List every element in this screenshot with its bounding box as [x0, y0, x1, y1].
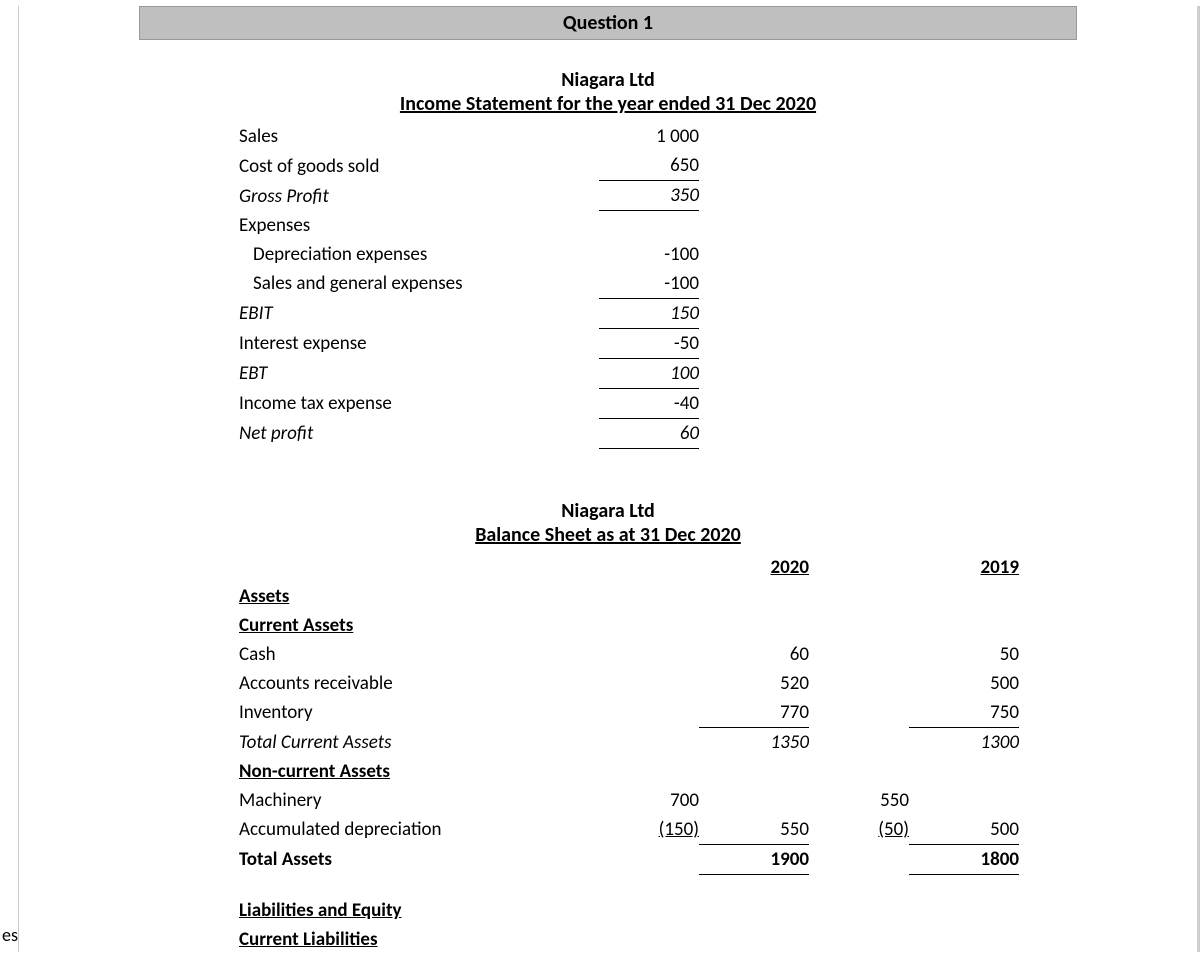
page-content: Question 1 Niagara Ltd Income Statement … — [18, 6, 1200, 952]
table-row: EBIT150 — [239, 298, 699, 328]
row-value: 60 — [699, 640, 809, 669]
table-row: Net profit60 — [239, 418, 699, 448]
table-row: Income tax expense-40 — [239, 388, 699, 418]
income-statement-table: Sales1 000 Cost of goods sold650 Gross P… — [239, 122, 699, 449]
question-header-text: Question 1 — [563, 11, 653, 35]
table-row: Assets — [239, 582, 1019, 611]
income-statement-title: Income Statement for the year ended 31 D… — [19, 92, 1197, 116]
row-value: 550 — [699, 815, 809, 845]
row-value: 150 — [599, 298, 699, 328]
balance-sheet-title: Balance Sheet as at 31 Dec 2020 — [19, 523, 1197, 547]
row-value: 500 — [909, 815, 1019, 845]
row-label: Inventory — [239, 698, 599, 728]
company-name-2: Niagara Ltd — [19, 499, 1197, 523]
year-2020: 2020 — [699, 553, 809, 582]
table-row: Expenses — [239, 211, 699, 240]
row-value: 550 — [809, 786, 909, 815]
row-label: Gross Profit — [239, 181, 599, 211]
table-row: Accumulated depreciation(150)550(50)500 — [239, 815, 1019, 845]
row-value: -100 — [599, 269, 699, 299]
table-row: Cash 60 50 — [239, 640, 1019, 669]
table-row: Total Assets 1900 1800 — [239, 844, 1019, 874]
table-row: Cost of goods sold650 — [239, 151, 699, 181]
row-value: -40 — [599, 388, 699, 418]
row-label: Total Assets — [239, 844, 599, 874]
table-row: Liabilities and Equity — [239, 896, 1019, 925]
row-value: (150) — [599, 815, 699, 845]
row-value: 50 — [909, 640, 1019, 669]
table-row: Current Liabilities — [239, 925, 1019, 954]
row-value: 770 — [699, 698, 809, 728]
liabilities-equity-header: Liabilities and Equity — [239, 896, 599, 925]
current-liabilities-header: Current Liabilities — [239, 925, 599, 954]
table-row: Sales1 000 — [239, 122, 699, 151]
table-row: EBT100 — [239, 358, 699, 388]
row-value: 1900 — [699, 844, 809, 874]
row-value: 1350 — [699, 727, 809, 757]
row-value: (50) — [809, 815, 909, 845]
assets-header: Assets — [239, 582, 599, 611]
row-label: Cash — [239, 640, 599, 669]
row-value: 1800 — [909, 844, 1019, 874]
row-label: Cost of goods sold — [239, 151, 599, 181]
row-label: Machinery — [239, 786, 599, 815]
table-row: Non-current Assets — [239, 757, 1019, 786]
row-label: Accounts receivable — [239, 669, 599, 698]
year-header-row: 2020 2019 — [239, 553, 1019, 582]
row-value — [599, 211, 699, 240]
table-row: Total Current Assets 1350 1300 — [239, 727, 1019, 757]
table-row: Inventory 770 750 — [239, 698, 1019, 728]
year-2019: 2019 — [909, 553, 1019, 582]
row-value: 60 — [599, 418, 699, 448]
row-label: Accumulated depreciation — [239, 815, 599, 845]
row-label: Interest expense — [239, 328, 599, 358]
row-value: 350 — [599, 181, 699, 211]
row-label: Total Current Assets — [239, 727, 599, 757]
company-name-1: Niagara Ltd — [19, 68, 1197, 92]
table-row: Interest expense-50 — [239, 328, 699, 358]
row-value: 500 — [909, 669, 1019, 698]
table-row: Sales and general expenses-100 — [239, 269, 699, 299]
table-row: Current Assets — [239, 611, 1019, 640]
sidebar-fragment: es — [0, 922, 20, 948]
row-value: 650 — [599, 151, 699, 181]
question-header-bar: Question 1 — [139, 6, 1077, 40]
balance-sheet-table: 2020 2019 Assets Current Assets Cash 60 50… — [239, 553, 1019, 954]
row-value: 100 — [599, 358, 699, 388]
row-label: Income tax expense — [239, 388, 599, 418]
table-row: Machinery700 550 — [239, 786, 1019, 815]
row-label: Expenses — [239, 211, 599, 240]
row-label: EBIT — [239, 298, 599, 328]
row-value: -100 — [599, 240, 699, 269]
non-current-assets-header: Non-current Assets — [239, 757, 599, 786]
row-label: Sales and general expenses — [239, 269, 599, 299]
current-assets-header: Current Assets — [239, 611, 599, 640]
spacer-row — [239, 874, 1019, 896]
row-value: 520 — [699, 669, 809, 698]
row-value: 700 — [599, 786, 699, 815]
table-row: Depreciation expenses-100 — [239, 240, 699, 269]
row-label: Sales — [239, 122, 599, 151]
row-label: EBT — [239, 358, 599, 388]
table-row: Accounts receivable 520 500 — [239, 669, 1019, 698]
row-value: 750 — [909, 698, 1019, 728]
table-row: Gross Profit350 — [239, 181, 699, 211]
row-value: 1 000 — [599, 122, 699, 151]
row-label: Depreciation expenses — [239, 240, 599, 269]
row-value: -50 — [599, 328, 699, 358]
row-value: 1300 — [909, 727, 1019, 757]
row-label: Net profit — [239, 418, 599, 448]
